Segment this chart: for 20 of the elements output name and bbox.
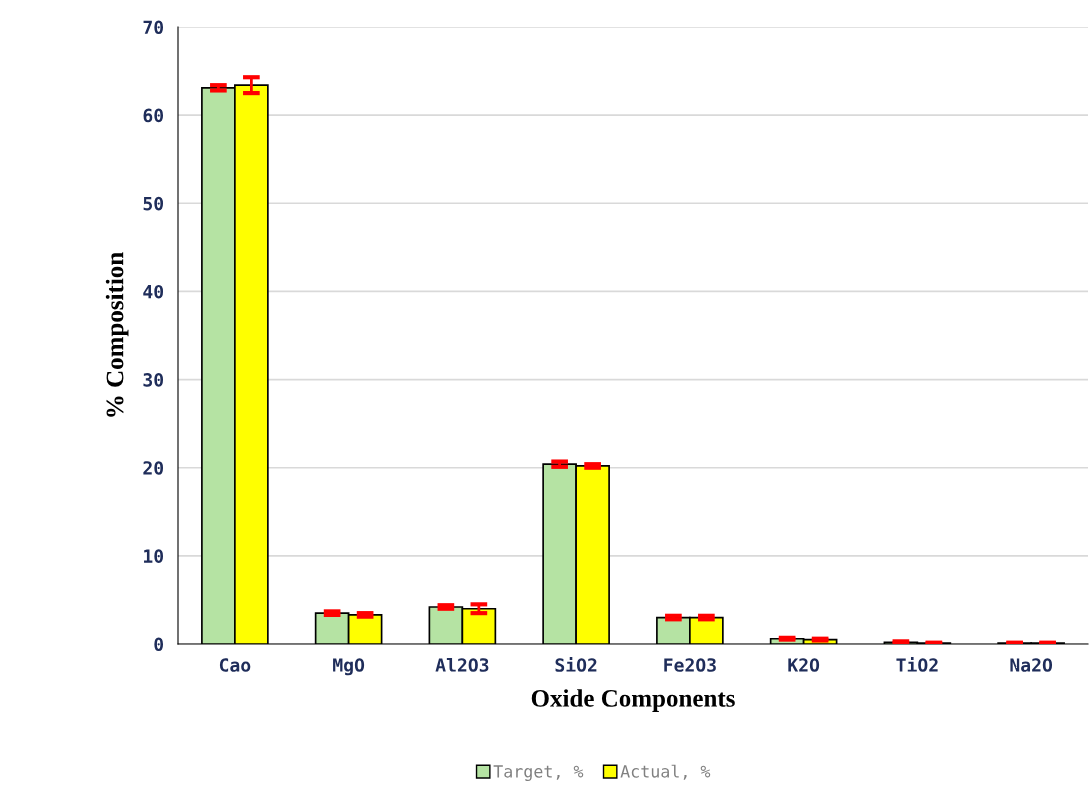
x-tick-label: SiO2 [555, 656, 597, 672]
y-tick-label: 10 [144, 549, 164, 563]
y-tick-label: 0 [154, 637, 164, 652]
y-tick-label: 30 [143, 373, 164, 387]
legend-label: Actual, % [620, 764, 711, 780]
y-axis-title: % Composition [105, 252, 129, 417]
y-tick-label: 40 [143, 284, 164, 299]
x-axis-title: Oxide Components [531, 689, 735, 712]
x-tick-label: Al2O3 [435, 657, 489, 672]
x-tick-label: Na2O [1010, 658, 1053, 672]
x-tick-label: K2O [788, 658, 820, 672]
y-tick-label: 20 [143, 461, 164, 475]
y-tick-label: 70 [143, 20, 164, 35]
x-tick-label: Fe2O3 [664, 658, 716, 672]
legend-label: Target, % [493, 765, 584, 781]
y-tick-label: 50 [143, 196, 164, 211]
x-tick-label: TiO2 [896, 656, 938, 672]
y-tick-label: 60 [143, 108, 164, 123]
x-tick-label: MgO [333, 658, 365, 676]
x-tick-label: Cao [219, 658, 251, 672]
